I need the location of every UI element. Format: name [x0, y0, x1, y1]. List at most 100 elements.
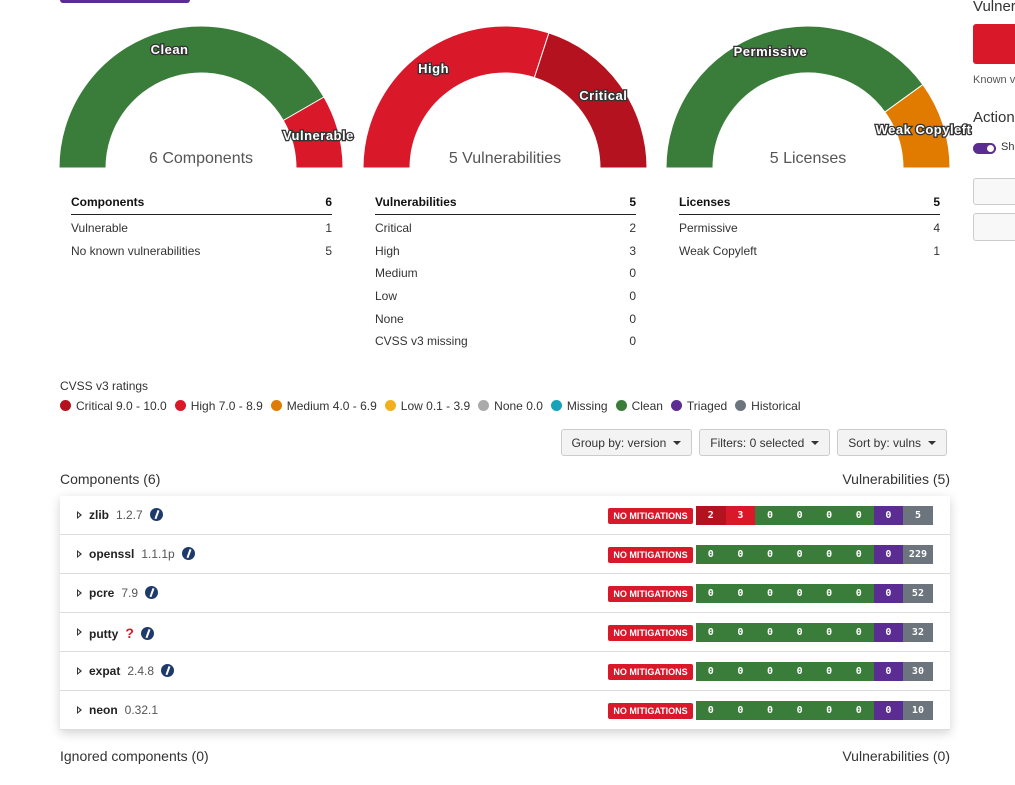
vuln-count: 0	[843, 701, 874, 720]
version: 0.32.1	[124, 703, 159, 717]
component-row[interactable]: expat 2.4.8 NO MITIGATIONS 0 0 0 0 0 0 0 30	[60, 652, 950, 691]
legend-label: Critical 9.0 - 10.0	[76, 398, 167, 413]
component-name: neon 0.32.1	[89, 703, 158, 717]
legend-label: Medium 4.0 - 6.9	[286, 398, 377, 413]
vuln-count: 0	[725, 545, 756, 564]
legend-label: Clean	[631, 398, 663, 413]
component-name: openssl 1.1.1p	[89, 547, 195, 561]
vuln-counts: 0 0 0 0 0 0 0 229	[696, 545, 933, 564]
info-icon[interactable]	[145, 586, 159, 599]
vuln-count: 0	[784, 701, 815, 720]
vuln-count: 30	[903, 662, 933, 681]
info-icon[interactable]	[161, 664, 175, 677]
expand-toggle[interactable]	[77, 628, 82, 636]
component-name: expat 2.4.8	[89, 664, 175, 678]
table-header: Vulnerabilities 5	[375, 195, 636, 215]
header-cell: 5	[933, 195, 940, 209]
vuln-count: 0	[873, 623, 904, 642]
table-header: Components 6	[71, 195, 332, 215]
mitigation-badge: NO MITIGATIONS	[608, 586, 693, 602]
table-cell: Weak Copyleft	[679, 243, 757, 258]
vuln-count: 0	[755, 623, 785, 642]
gauge-segment	[884, 83, 951, 169]
table-cell: 0	[629, 266, 636, 281]
component-name: zlib 1.2.7	[89, 508, 163, 522]
dropdown-button[interactable]: Group by: version	[560, 429, 693, 456]
vuln-count: 0	[725, 584, 756, 603]
toggle-knob	[987, 145, 994, 152]
vuln-count: 0	[696, 545, 726, 564]
legend-item: Clean	[615, 398, 663, 413]
table-cell: Medium	[375, 266, 418, 281]
expand-toggle[interactable]	[77, 589, 82, 597]
vuln-count: 3	[725, 506, 756, 525]
sidebar-badge	[973, 24, 1015, 64]
legend-swatch	[615, 400, 627, 411]
expand-toggle[interactable]	[77, 550, 82, 558]
vuln-count: 32	[903, 623, 933, 642]
gauge-segment	[58, 25, 325, 169]
table-row: Medium 0	[375, 266, 636, 289]
vuln-count: 0	[873, 584, 904, 603]
table-cell: None	[375, 311, 404, 326]
legend-label: Triaged	[686, 398, 728, 413]
component-list: zlib 1.2.7 NO MITIGATIONS 2 3 0 0 0 0 0 5 openssl 1.…	[60, 496, 950, 730]
component-row[interactable]: zlib 1.2.7 NO MITIGATIONS 2 3 0 0 0 0 0 5	[60, 496, 950, 535]
vuln-count: 0	[755, 701, 785, 720]
component-row[interactable]: pcre 7.9 NO MITIGATIONS 0 0 0 0 0 0 0 52	[60, 574, 950, 613]
table-row: None 0	[375, 312, 636, 335]
vuln-count: 0	[814, 662, 844, 681]
legend-swatch	[550, 400, 562, 411]
header-cell: Vulnerabilities	[375, 195, 457, 209]
mitigation-badge: NO MITIGATIONS	[608, 547, 693, 563]
vuln-count: 0	[725, 662, 756, 681]
sidebar-input[interactable]	[973, 178, 1015, 205]
component-name: putty?	[89, 625, 154, 641]
top-button[interactable]	[60, 0, 190, 3]
table-cell: High	[375, 243, 400, 258]
vuln-count: 0	[784, 623, 815, 642]
table-row: High 3	[375, 244, 636, 267]
legend-item: Critical 9.0 - 10.0	[60, 399, 167, 413]
legend: Critical 9.0 - 10.0 High 7.0 - 8.9 Medium …	[60, 398, 809, 416]
gauge-center-label: 5 Vulnerabilities	[449, 150, 561, 167]
table-header: Licenses 5	[679, 195, 940, 215]
sidebar-known: Known v	[973, 74, 1015, 86]
legend-label: None 0.0	[494, 398, 543, 413]
header-cell: 5	[629, 195, 636, 209]
legend-item: High 7.0 - 8.9	[174, 399, 263, 413]
name: zlib	[89, 508, 109, 522]
vuln-count: 0	[814, 506, 844, 525]
expand-toggle[interactable]	[77, 706, 82, 714]
vuln-count: 0	[814, 623, 844, 642]
legend-swatch	[478, 400, 490, 411]
info-icon[interactable]	[140, 627, 154, 640]
name: putty	[89, 627, 119, 641]
table-cell: 1	[325, 221, 332, 235]
header-cell: Licenses	[679, 195, 731, 209]
sidebar-input[interactable]	[973, 213, 1015, 241]
info-icon[interactable]	[149, 508, 163, 521]
dropdown-button[interactable]: Filters: 0 selected	[699, 429, 831, 456]
gauge-segment	[282, 96, 344, 169]
table-cell: 4	[933, 221, 940, 235]
legend-swatch	[384, 400, 396, 411]
version: 1.2.7	[116, 508, 143, 522]
gauge: Permissive Weak Copyleft 5 Licenses	[665, 25, 972, 169]
legend-item: Low 0.1 - 3.9	[384, 399, 470, 413]
dropdown-button[interactable]: Sort by: vulns	[837, 429, 947, 456]
vuln-count: 0	[873, 545, 904, 564]
legend-item: Historical	[735, 399, 801, 413]
info-icon[interactable]	[181, 547, 195, 560]
vuln-count: 5	[903, 506, 933, 525]
vuln-count: 0	[696, 623, 726, 642]
component-row[interactable]: neon 0.32.1 NO MITIGATIONS 0 0 0 0 0 0 0 10	[60, 691, 950, 730]
table-cell: Critical	[375, 221, 412, 235]
component-row[interactable]: putty? NO MITIGATIONS 0 0 0 0 0 0 0 32	[60, 613, 950, 652]
toggle[interactable]	[973, 143, 996, 154]
vuln-count: 0	[784, 545, 815, 564]
component-row[interactable]: openssl 1.1.1p NO MITIGATIONS 0 0 0 0 0 0 0 229	[60, 535, 950, 574]
table-cell: Low	[375, 289, 398, 304]
expand-toggle[interactable]	[77, 667, 82, 675]
expand-toggle[interactable]	[77, 511, 82, 519]
